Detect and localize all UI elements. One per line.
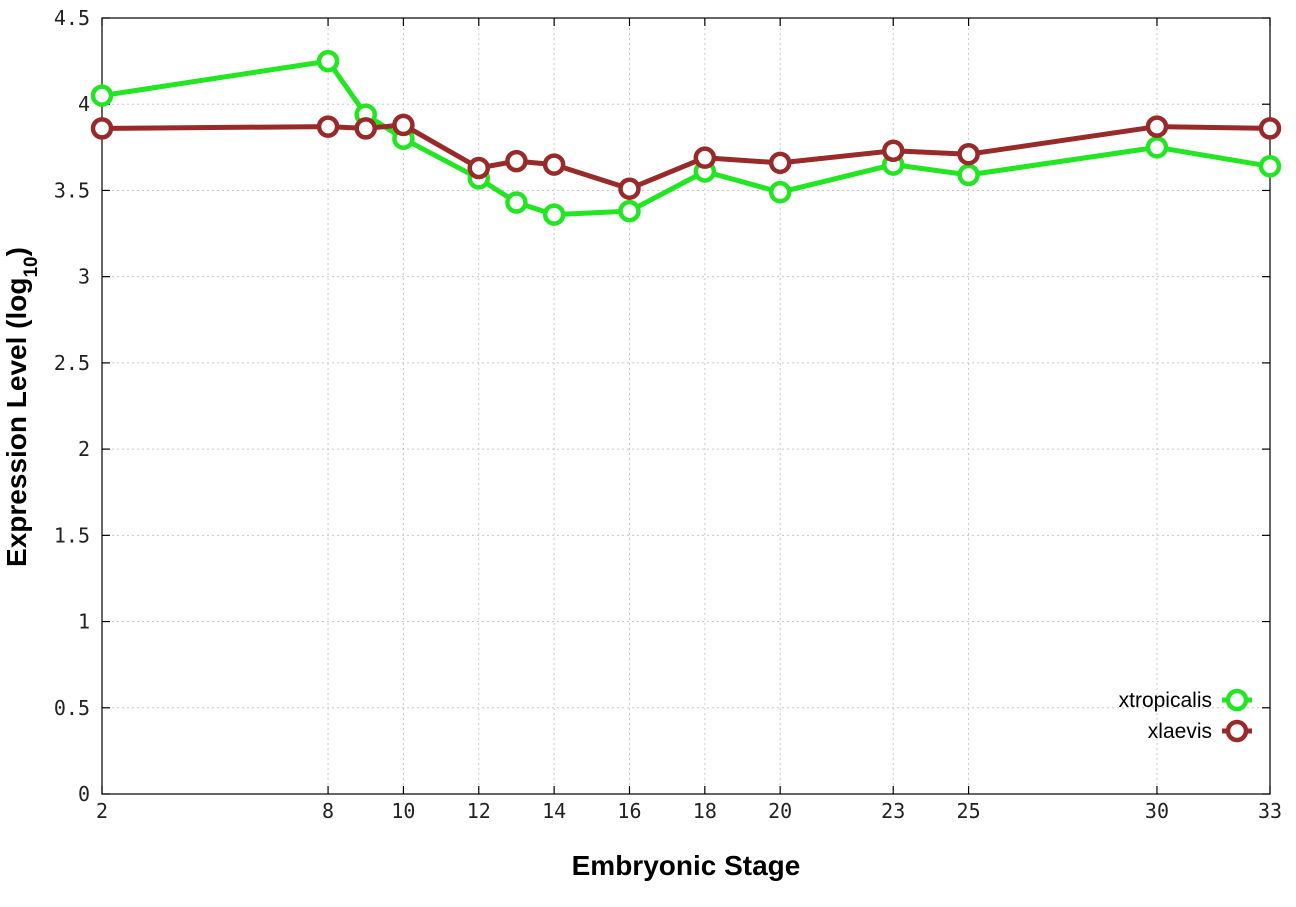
x-tick-label: 14 <box>542 799 566 823</box>
axis-ticks: 2 8 10 12 14 16 18 20 23 25 30 33 0 0.5 1 1.5 2 2.5 3 3.5 4 4… <box>54 6 1282 823</box>
x-tick-label: 25 <box>957 799 981 823</box>
data-point-xtropicalis <box>505 191 528 214</box>
x-tick-label: 18 <box>693 799 717 823</box>
data-point-xlaevis <box>881 139 905 163</box>
y-axis-title: Expression Level (log10) <box>1 247 42 567</box>
y-tick-label: 3.5 <box>54 178 90 202</box>
data-point-xtropicalis <box>316 49 340 73</box>
data-point-xtropicalis <box>618 199 641 223</box>
series-xtropicalis <box>90 49 1282 226</box>
data-point-xtropicalis <box>768 180 792 204</box>
grid-lines <box>102 18 1270 794</box>
data-point-xtropicalis <box>957 163 980 187</box>
y-tick-label: 0 <box>78 782 90 806</box>
y-tick-label: 3 <box>78 265 90 289</box>
data-point-xlaevis <box>316 115 340 138</box>
legend-label-xtropicalis: xtropicalis <box>1119 689 1212 712</box>
data-point-xlaevis <box>957 142 980 166</box>
data-point-xtropicalis <box>1145 136 1169 159</box>
x-tick-label: 23 <box>881 799 905 823</box>
data-point-xlaevis <box>467 156 491 180</box>
y-tick-label: 1 <box>78 610 90 634</box>
data-point-xtropicalis <box>542 203 566 226</box>
series-layer <box>90 49 1282 226</box>
x-tick-label: 30 <box>1145 799 1169 823</box>
data-point-xlaevis <box>505 149 528 173</box>
y-tick-label: 4 <box>78 92 90 116</box>
y-tick-label: 0.5 <box>54 696 90 720</box>
data-point-xtropicalis <box>1258 155 1282 178</box>
data-point-xtropicalis <box>90 84 114 107</box>
legend-marker-xlaevis <box>1225 719 1249 743</box>
y-axis-title-main: Expression Level (log <box>1 278 32 567</box>
y-axis-title-end: ) <box>1 247 32 256</box>
y-tick-label: 1.5 <box>54 523 90 547</box>
x-tick-label: 33 <box>1258 799 1282 823</box>
x-tick-label: 16 <box>617 799 641 823</box>
data-point-xlaevis <box>392 113 415 137</box>
y-tick-label: 4.5 <box>54 6 90 30</box>
x-tick-label: 10 <box>391 799 415 823</box>
legend: xtropicalis xlaevis <box>1119 688 1252 743</box>
data-point-xlaevis <box>90 117 114 140</box>
legend-marker-xtropicalis <box>1225 688 1249 712</box>
y-tick-label: 2.5 <box>54 351 90 375</box>
x-axis-title: Embryonic Stage <box>572 850 801 881</box>
data-point-xlaevis <box>1145 115 1169 138</box>
plot-frame <box>101 17 1271 795</box>
data-point-xlaevis <box>618 177 641 200</box>
data-point-xlaevis <box>354 117 377 140</box>
x-tick-label: 12 <box>467 799 491 823</box>
y-axis-title-sub: 10 <box>21 256 42 277</box>
x-tick-label: 8 <box>322 799 334 823</box>
x-tick-label: 20 <box>768 799 792 823</box>
x-tick-label: 2 <box>96 799 108 823</box>
series-xlaevis <box>90 113 1282 200</box>
legend-label-xlaevis: xlaevis <box>1148 720 1212 743</box>
data-point-xlaevis <box>542 153 566 176</box>
y-tick-label: 2 <box>78 437 90 461</box>
data-point-xlaevis <box>693 146 717 169</box>
data-point-xlaevis <box>768 151 792 175</box>
data-point-xlaevis <box>1258 117 1282 140</box>
